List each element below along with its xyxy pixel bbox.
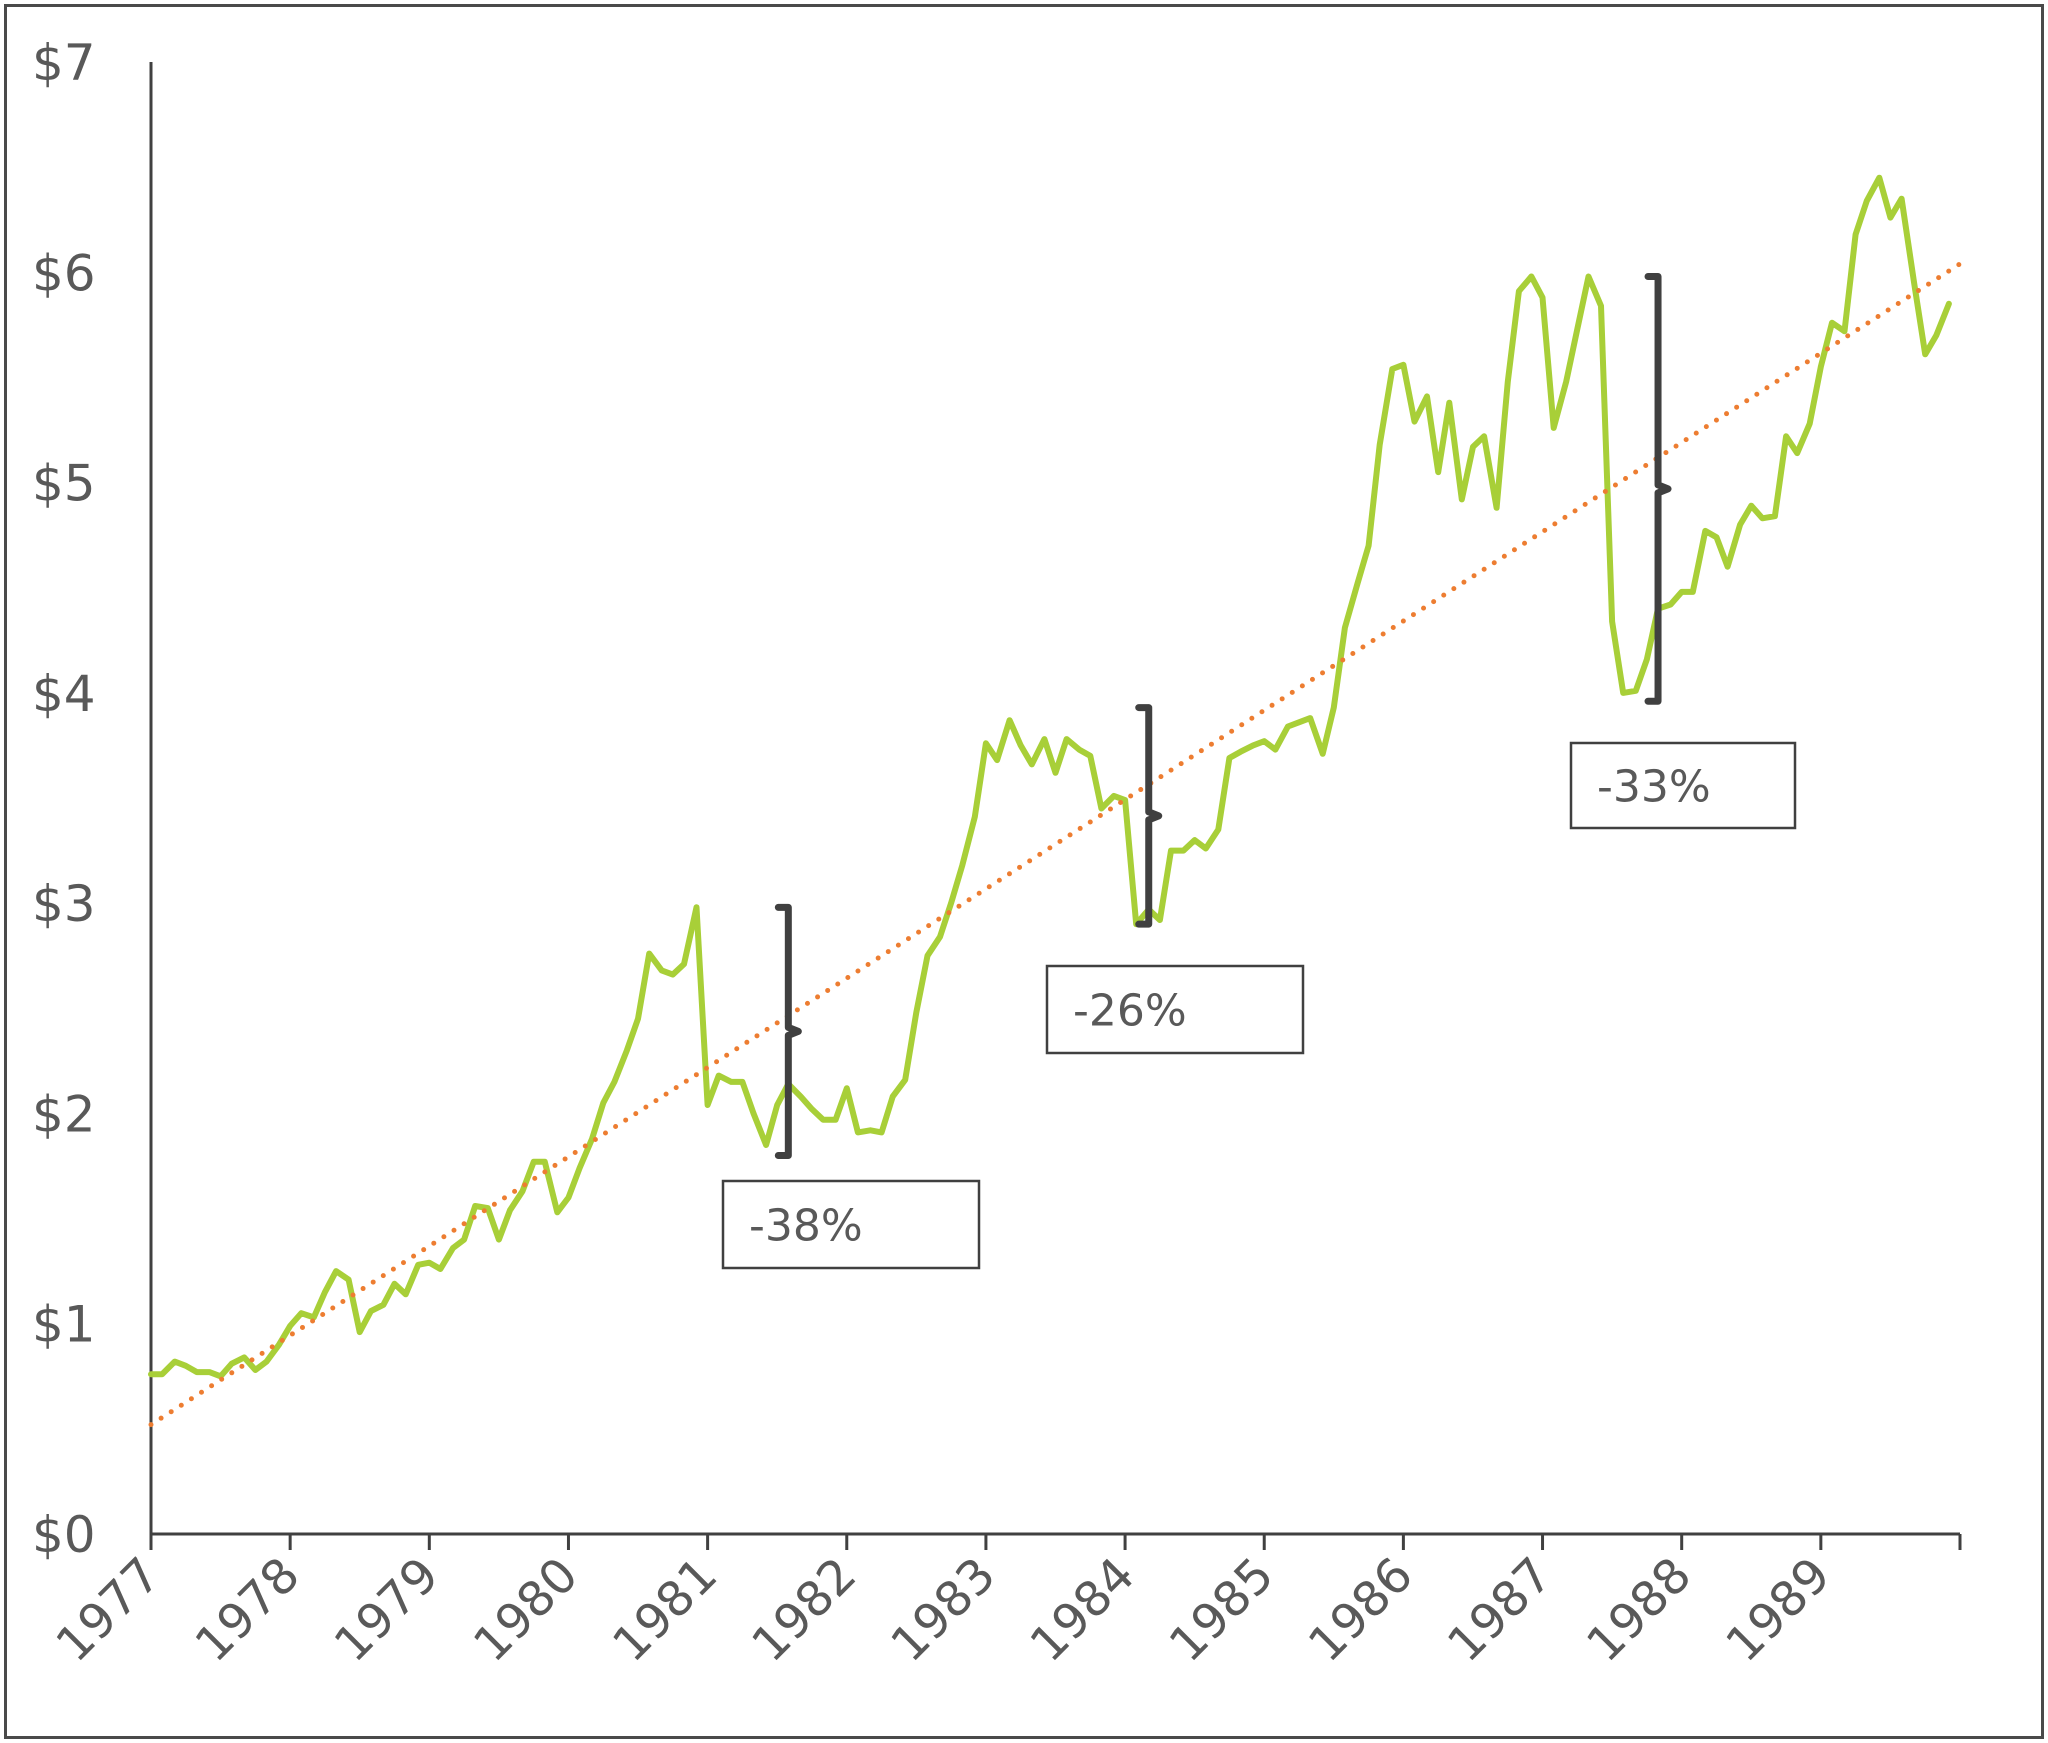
- series-layer: [148, 174, 1963, 1428]
- x-tick-label: 1986: [1298, 1547, 1424, 1673]
- drawdown-label-box: [721, 1179, 981, 1270]
- x-tick-label: 1987: [1437, 1547, 1563, 1673]
- y-tick-label: $5: [32, 455, 96, 513]
- y-tick-label: $3: [32, 875, 96, 933]
- x-tick-label: 1989: [1715, 1547, 1841, 1673]
- drawdown-label: -33%: [1597, 762, 1711, 813]
- drawdown-label: -26%: [1073, 986, 1187, 1037]
- x-tick-label: 1985: [1159, 1547, 1285, 1673]
- price-series-line: [148, 174, 1952, 1380]
- y-tick-label: $7: [32, 34, 96, 92]
- y-tick-label: $1: [32, 1296, 96, 1354]
- trend-line: [148, 261, 1963, 1428]
- drawdown-label: -38%: [749, 1201, 863, 1252]
- y-tick-label: $2: [32, 1085, 96, 1143]
- drawdown-bracket: [1644, 272, 1672, 705]
- y-tick-label: $0: [32, 1506, 96, 1564]
- drawdown-label-box: [1569, 741, 1797, 830]
- x-tick-labels: 1977 1978 1979 1980 1981 1982 1983 1984 1985 1986…: [46, 1547, 1842, 1673]
- x-tick-label: 1984: [1020, 1547, 1146, 1673]
- drawdown-label-box: [1045, 964, 1305, 1055]
- x-tick-label: 1982: [741, 1547, 867, 1673]
- chart-frame: [4, 4, 2044, 1739]
- x-tick-label: 1977: [46, 1547, 172, 1673]
- y-tick-label: $6: [32, 244, 96, 302]
- x-tick-label: 1980: [463, 1547, 589, 1673]
- drawdown-bracket: [1135, 704, 1163, 928]
- x-tick-label: 1978: [185, 1547, 311, 1673]
- x-tick-label: 1983: [880, 1547, 1006, 1673]
- x-tick-label: 1979: [324, 1547, 450, 1673]
- drawdown-bracket: [774, 903, 802, 1159]
- x-tick-label: 1988: [1576, 1547, 1702, 1673]
- axes: [149, 62, 1962, 1550]
- annotations: -38% -26% -33%: [721, 272, 1797, 1270]
- y-tick-labels: $0 $1 $2 $3 $4 $5 $6 $7: [32, 34, 96, 1564]
- y-tick-label: $4: [32, 665, 96, 723]
- x-tick-label: 1981: [602, 1547, 728, 1673]
